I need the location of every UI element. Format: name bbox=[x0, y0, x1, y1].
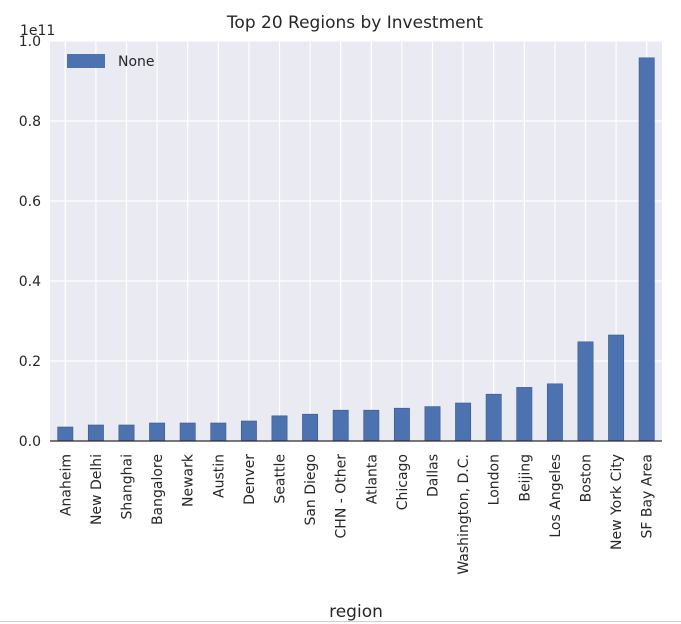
legend-swatch bbox=[67, 54, 105, 68]
x-tick-label: Washington, D.C. bbox=[456, 454, 472, 575]
x-tick-label: CHN - Other bbox=[334, 454, 350, 539]
y-tick-label: 0.8 bbox=[19, 114, 41, 130]
x-tick-label: San Diego bbox=[303, 454, 319, 526]
y-tick-label: 0.4 bbox=[19, 274, 41, 290]
legend: None bbox=[67, 54, 155, 70]
x-axis-label: region bbox=[329, 602, 383, 622]
bar bbox=[424, 406, 441, 442]
y-tick-label: 0.0 bbox=[19, 434, 41, 450]
chart-title: Top 20 Regions by Investment bbox=[226, 13, 483, 33]
x-tick-label: Atlanta bbox=[364, 454, 380, 504]
x-tick-label: New York City bbox=[609, 454, 625, 550]
bar bbox=[302, 413, 319, 442]
grid-lines bbox=[50, 40, 662, 442]
x-tick-label: Seattle bbox=[273, 454, 289, 504]
bar bbox=[57, 426, 74, 442]
bottom-divider bbox=[0, 621, 681, 622]
bar bbox=[332, 409, 349, 442]
legend-label: None bbox=[118, 54, 155, 70]
bar bbox=[516, 387, 533, 442]
plot-area bbox=[50, 41, 662, 441]
x-tick-label: London bbox=[487, 454, 503, 505]
bar bbox=[240, 420, 257, 442]
y-tick-label: 0.2 bbox=[19, 354, 41, 370]
x-tick-label: Dallas bbox=[426, 454, 442, 497]
x-tick-label: Shanghai bbox=[120, 454, 136, 519]
x-tick-label: Anaheim bbox=[58, 454, 74, 516]
bar bbox=[118, 424, 135, 442]
x-tick-labels: Anaheim New Delhi Shanghai Bangalore Newark A… bbox=[58, 453, 655, 575]
bar bbox=[363, 409, 380, 442]
x-tick-label: Newark bbox=[181, 453, 197, 507]
x-tick-label: Bangalore bbox=[150, 454, 166, 525]
y-tick-labels: 0.0 0.2 0.4 0.6 0.8 1.0 bbox=[19, 34, 41, 450]
x-tick-label: Beijing bbox=[517, 454, 533, 502]
bar bbox=[179, 422, 196, 442]
bar bbox=[149, 422, 166, 442]
bar bbox=[271, 415, 288, 442]
x-tick-label: Chicago bbox=[395, 454, 411, 510]
x-tick-label: Austin bbox=[211, 454, 227, 498]
y-tick-label: 0.6 bbox=[19, 194, 41, 210]
x-tick-label: Denver bbox=[242, 454, 258, 505]
x-tick-label: New Delhi bbox=[89, 454, 105, 525]
bar bbox=[577, 341, 594, 442]
x-tick-label: SF Bay Area bbox=[640, 454, 656, 539]
bars-group bbox=[50, 57, 662, 442]
bar bbox=[546, 383, 563, 442]
y-tick-label: 1.0 bbox=[19, 34, 41, 50]
y-axis-offset-label: 1e11 bbox=[20, 23, 55, 39]
bar bbox=[87, 424, 104, 442]
x-tick-label: Boston bbox=[579, 454, 595, 502]
bar bbox=[608, 334, 625, 442]
bar bbox=[485, 393, 502, 442]
x-tick-label: Los Angeles bbox=[548, 454, 564, 538]
bar bbox=[638, 57, 655, 442]
bar bbox=[455, 402, 472, 442]
bar bbox=[210, 422, 227, 442]
bar bbox=[393, 407, 410, 442]
